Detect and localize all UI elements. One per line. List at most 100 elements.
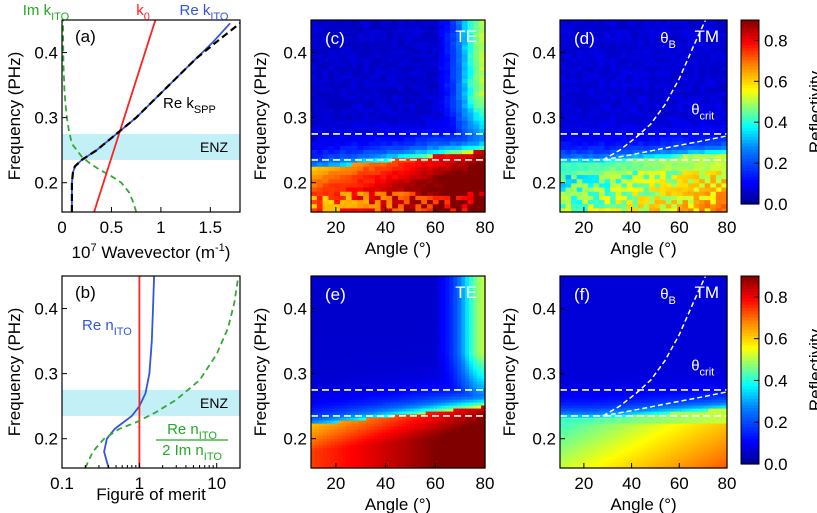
- heat-cell: [587, 203, 594, 209]
- heat-cell: [392, 153, 399, 159]
- heat-cell: [437, 375, 443, 379]
- heat-cell: [386, 203, 393, 209]
- heat-cell: [392, 74, 399, 80]
- heat-cell: [326, 405, 332, 409]
- heat-cell: [587, 149, 594, 155]
- heat-cell: [604, 65, 611, 71]
- heat-cell: [427, 174, 434, 180]
- heat-cell: [369, 53, 376, 59]
- heat-cell: [392, 136, 399, 142]
- heat-cell: [593, 203, 600, 209]
- heat-cell: [637, 45, 645, 50]
- heat-cell: [358, 399, 363, 403]
- heat-cell: [438, 149, 445, 155]
- heat-cell: [314, 417, 320, 421]
- heat-cell: [342, 450, 348, 454]
- heat-cell: [427, 207, 434, 213]
- heat-cell: [571, 145, 578, 150]
- heat-cell: [382, 453, 387, 457]
- heat-cell: [429, 357, 435, 361]
- heat-cell: [693, 116, 700, 121]
- heat-cell: [610, 128, 617, 134]
- heat-cell: [382, 417, 387, 421]
- heat-cell: [398, 70, 405, 75]
- heat-cell: [322, 294, 328, 298]
- heat-cell: [369, 199, 376, 205]
- heat-cell: [415, 78, 422, 84]
- heat-cell: [461, 53, 469, 59]
- heat-cell: [354, 360, 360, 364]
- heat-cell: [382, 348, 387, 352]
- heat-cell: [386, 339, 391, 343]
- heat-cell: [479, 111, 486, 117]
- heat-cell: [704, 74, 711, 80]
- heat-cell: [693, 141, 700, 146]
- heat-cell: [334, 145, 341, 150]
- heat-cell: [637, 149, 645, 155]
- heat-cell: [699, 157, 706, 163]
- heat-cell: [326, 444, 332, 448]
- heat-cell: [386, 107, 393, 113]
- heat-cell: [311, 174, 318, 180]
- heat-cell: [571, 116, 578, 121]
- heat-cell: [403, 24, 411, 29]
- heat-cell: [582, 70, 589, 75]
- heat-cell: [699, 65, 706, 71]
- heat-cell: [405, 420, 411, 424]
- heat-cell: [409, 128, 416, 134]
- heat-cell: [437, 294, 443, 298]
- heat-cell: [311, 149, 318, 155]
- heat-cell: [354, 402, 360, 406]
- heat-cell: [386, 178, 393, 184]
- heat-cell: [351, 20, 358, 25]
- heat-cell: [403, 195, 411, 201]
- heat-cell: [351, 157, 358, 163]
- heat-cell: [398, 136, 405, 142]
- heat-cell: [715, 32, 723, 38]
- heat-cell: [649, 61, 656, 67]
- heat-cell: [437, 453, 443, 457]
- heat-cell: [374, 330, 379, 334]
- heat-cell: [671, 153, 678, 159]
- heat-cell: [437, 282, 443, 286]
- heat-cell: [615, 203, 622, 209]
- heat-cell: [366, 462, 371, 466]
- heat-cell: [401, 390, 407, 394]
- heat-cell: [649, 40, 656, 46]
- heat-cell: [587, 116, 594, 121]
- heat-cell: [665, 28, 672, 34]
- brewster-curve: [602, 19, 707, 161]
- heat-cell: [433, 288, 439, 292]
- heat-cell: [710, 166, 717, 171]
- heat-cell: [576, 136, 583, 142]
- heat-cell: [350, 390, 356, 394]
- heat-cell: [444, 149, 451, 155]
- heat-cell: [314, 369, 320, 373]
- heat-cell: [421, 199, 428, 205]
- heat-cell: [334, 153, 341, 159]
- heat-cell: [660, 57, 667, 63]
- heat-cell: [427, 182, 434, 188]
- heat-cell: [643, 111, 650, 117]
- heat-cell: [382, 321, 387, 325]
- heat-cell: [378, 300, 383, 304]
- heat-cell: [354, 462, 360, 466]
- heat-cell: [392, 199, 399, 205]
- heat-cell: [593, 153, 600, 159]
- heat-cell: [571, 40, 578, 46]
- heat-cell: [390, 435, 395, 439]
- x-tick-label: 0: [57, 218, 66, 237]
- heat-cell: [604, 128, 611, 134]
- heat-cell: [386, 276, 391, 280]
- heat-cell: [351, 107, 358, 113]
- heat-cell: [338, 405, 344, 409]
- heat-cell: [604, 199, 611, 205]
- heat-cell: [342, 465, 348, 469]
- heat-cell: [437, 330, 443, 334]
- heat-cell: [615, 207, 622, 213]
- heat-cell: [604, 174, 611, 180]
- heat-cell: [409, 166, 416, 171]
- heat-cell: [398, 276, 403, 280]
- heat-cell: [479, 199, 486, 205]
- heat-cell: [615, 174, 622, 180]
